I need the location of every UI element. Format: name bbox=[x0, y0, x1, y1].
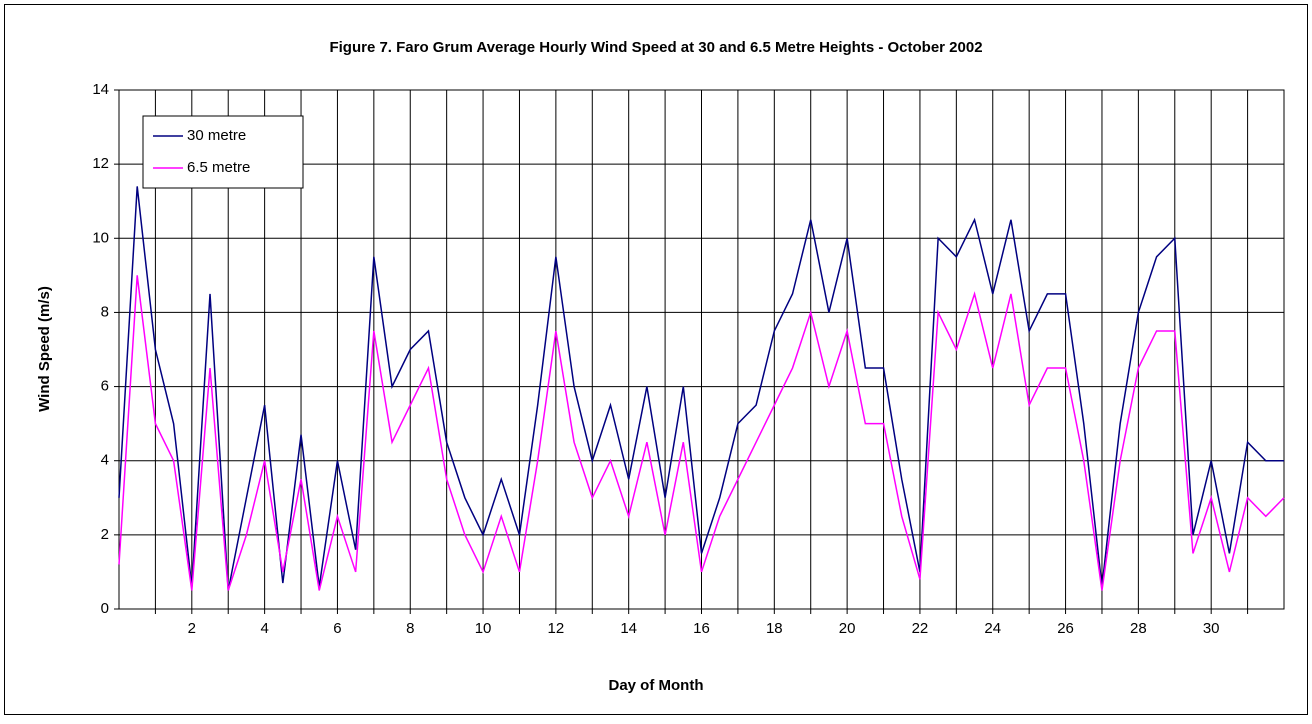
x-tick-label: 10 bbox=[475, 620, 492, 637]
x-tick-label: 12 bbox=[548, 620, 565, 637]
y-tick-label: 10 bbox=[92, 229, 109, 246]
y-tick-label: 4 bbox=[101, 452, 109, 469]
y-tick-label: 12 bbox=[92, 155, 109, 172]
x-tick-label: 28 bbox=[1130, 620, 1147, 637]
series-line bbox=[118, 275, 1285, 591]
x-tick-label: 24 bbox=[984, 620, 1001, 637]
chart-title: Figure 7. Faro Grum Average Hourly Wind … bbox=[329, 39, 982, 56]
x-tick-label: 30 bbox=[1203, 620, 1220, 637]
x-tick-label: 16 bbox=[693, 620, 710, 637]
y-tick-label: 14 bbox=[92, 81, 109, 98]
legend-label: 6.5 metre bbox=[187, 159, 250, 176]
x-axis-label: Day of Month bbox=[609, 677, 704, 694]
x-tick-label: 14 bbox=[620, 620, 637, 637]
x-tick-label: 20 bbox=[839, 620, 856, 637]
x-tick-label: 4 bbox=[260, 620, 268, 637]
series-line bbox=[118, 186, 1284, 591]
legend bbox=[142, 115, 304, 189]
legend-label: 30 metre bbox=[187, 127, 246, 144]
y-tick-label: 8 bbox=[101, 303, 109, 320]
x-tick-label: 18 bbox=[766, 620, 783, 637]
x-tick-label: 22 bbox=[912, 620, 929, 637]
x-tick-label: 6 bbox=[333, 620, 341, 637]
y-tick-label: 2 bbox=[101, 526, 109, 543]
x-tick-label: 8 bbox=[406, 620, 414, 637]
x-tick-label: 26 bbox=[1057, 620, 1074, 637]
x-tick-label: 2 bbox=[188, 620, 196, 637]
y-axis-label: Wind Speed (m/s) bbox=[36, 286, 53, 412]
y-tick-label: 0 bbox=[101, 600, 109, 617]
y-tick-label: 6 bbox=[101, 378, 109, 395]
